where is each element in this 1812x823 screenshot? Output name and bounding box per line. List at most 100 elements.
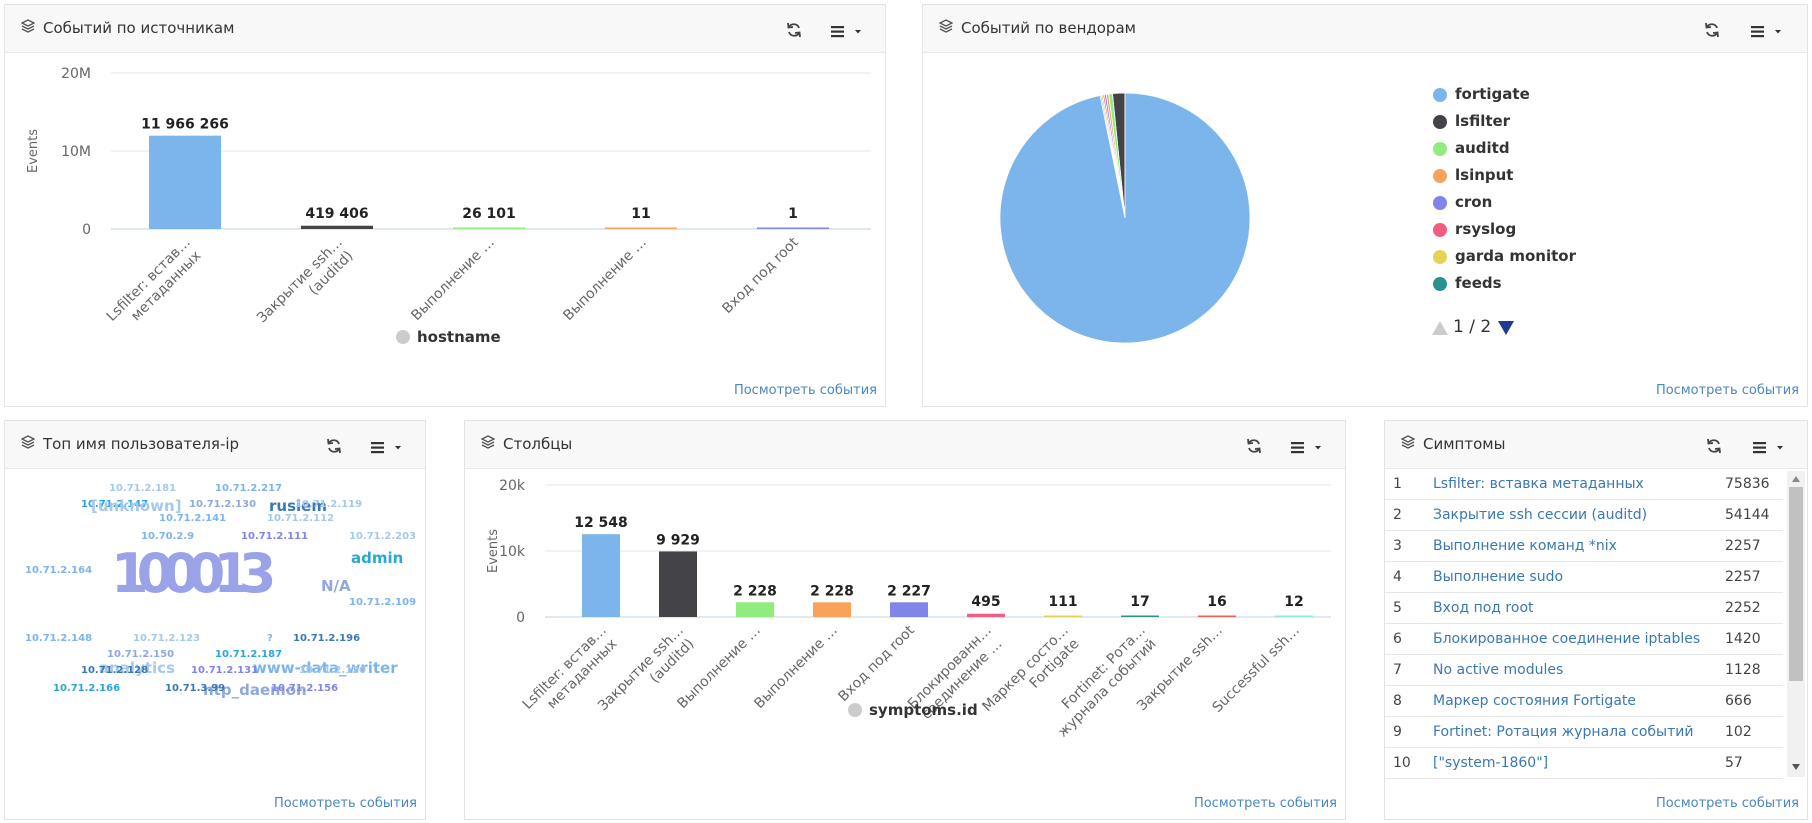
symptom-link[interactable]: Выполнение sudo: [1433, 569, 1564, 585]
cloud-word[interactable]: ntp_daemon: [203, 681, 307, 699]
legend-label[interactable]: hostname: [417, 328, 501, 346]
bar[interactable]: [890, 602, 928, 617]
scroll-down-icon[interactable]: [1791, 763, 1801, 771]
menu-dropdown-icon[interactable]: [831, 25, 861, 39]
bar[interactable]: [453, 227, 525, 230]
symptom-link[interactable]: ["system-1860"]: [1433, 755, 1549, 771]
symptom-link[interactable]: No active modules: [1433, 662, 1564, 678]
cloud-word[interactable]: 10.71.2.156: [271, 683, 339, 694]
refresh-icon[interactable]: [1703, 21, 1721, 39]
menu-dropdown-icon[interactable]: [1751, 25, 1781, 39]
view-events-link[interactable]: Посмотреть события: [1193, 796, 1337, 811]
refresh-icon[interactable]: [1705, 437, 1723, 455]
scroll-up-icon[interactable]: [1791, 475, 1801, 483]
cloud-word[interactable]: analytics: [99, 659, 175, 677]
legend-pager: 1 / 2: [1431, 317, 1551, 339]
cloud-word[interactable]: 10.71.2.147: [81, 499, 149, 510]
bar[interactable]: [301, 225, 373, 229]
cloud-word[interactable]: 10.71.2.120: [299, 665, 367, 676]
pie-slice[interactable]: [999, 92, 1251, 344]
x-tick-label-line: Выполнение …: [674, 623, 763, 712]
legend-marker[interactable]: [848, 703, 862, 717]
bar[interactable]: [1275, 615, 1313, 618]
cloud-word[interactable]: 10.71.2.130: [189, 499, 257, 510]
legend-marker[interactable]: [396, 330, 410, 344]
bar[interactable]: [149, 135, 221, 229]
menu-dropdown-icon[interactable]: [371, 441, 401, 455]
x-tick-label: Lsfilter: встав…метаданных: [104, 235, 205, 325]
x-tick-label: Выполнение …: [751, 623, 840, 712]
cloud-word[interactable]: N/A: [321, 577, 351, 595]
panel-symptoms: Симптомы 1 Lsfilter: вставка метаданных 75…: [1384, 420, 1808, 820]
symptom-link[interactable]: Выполнение команд *nix: [1433, 538, 1617, 554]
symptom-link[interactable]: Lsfilter: вставка метаданных: [1433, 476, 1644, 492]
bar[interactable]: [967, 613, 1005, 617]
symptom-table: 1 Lsfilter: вставка метаданных 75836 2 Закры…: [1385, 469, 1783, 779]
cloud-word[interactable]: 10.71.2.203: [349, 531, 417, 542]
legend-label[interactable]: symptoms.id: [869, 701, 978, 719]
refresh-icon[interactable]: [325, 437, 343, 455]
cloud-word[interactable]: ?: [267, 633, 273, 644]
cloud-word[interactable]: 10.71.2.109: [349, 597, 417, 608]
bar[interactable]: [1198, 615, 1236, 618]
view-events-link[interactable]: Посмотреть события: [733, 383, 877, 398]
view-events-link[interactable]: Посмотреть события: [1655, 796, 1799, 811]
symptom-link[interactable]: Fortinet: Ротация журнала событий: [1433, 724, 1694, 740]
scrollbar[interactable]: [1787, 471, 1805, 777]
cloud-word[interactable]: 10.71.2.119: [295, 499, 363, 510]
cloud-word[interactable]: 10.71.2.148: [25, 633, 93, 644]
cloud-word[interactable]: 10.71.2.150: [107, 649, 175, 660]
bar[interactable]: [582, 534, 620, 617]
cloud-word[interactable]: 10.71.2.112: [267, 513, 335, 524]
symptom-link[interactable]: Маркер состояния Fortigate: [1433, 693, 1636, 709]
scrollbar-thumb[interactable]: [1789, 487, 1803, 681]
cloud-word[interactable]: 10.71.3.99: [165, 683, 226, 694]
bar[interactable]: [1044, 615, 1082, 618]
bar[interactable]: [605, 227, 677, 230]
symptom-link[interactable]: Вход под root: [1433, 600, 1534, 616]
cloud-word[interactable]: 10.71.2.131: [191, 665, 259, 676]
refresh-icon[interactable]: [785, 21, 803, 39]
cloud-word[interactable]: 10.71.2.111: [241, 531, 309, 542]
cloud-word[interactable]: 10.71.2.128: [81, 665, 149, 676]
data-label: 16: [1207, 594, 1226, 610]
row-number: 9: [1393, 724, 1402, 740]
cloud-word[interactable]: 10.71.2.196: [293, 633, 361, 644]
symptom-count: 2252: [1725, 600, 1761, 616]
bar[interactable]: [813, 602, 851, 617]
refresh-icon[interactable]: [1245, 437, 1263, 455]
symptom-link[interactable]: Закрытие ssh сессии (auditd): [1433, 507, 1648, 523]
legend-label: lsinput: [1455, 166, 1514, 184]
cloud-word[interactable]: 10.71.2.181: [109, 483, 177, 494]
cloud-word[interactable]: [unknown]: [91, 497, 182, 515]
bar[interactable]: [736, 602, 774, 617]
menu-dropdown-icon[interactable]: [1291, 441, 1321, 455]
view-events-link[interactable]: Посмотреть события: [1655, 383, 1799, 398]
pager-up-icon[interactable]: [1431, 320, 1449, 336]
cloud-word[interactable]: admin: [351, 549, 404, 567]
x-tick-label: Закрытие ssh…(auditd): [254, 235, 356, 327]
cloud-word[interactable]: 10.71.2.187: [215, 649, 283, 660]
bar[interactable]: [659, 551, 697, 617]
data-label: 2 227: [887, 583, 931, 599]
row-number: 8: [1393, 693, 1402, 709]
row-number: 7: [1393, 662, 1402, 678]
cloud-word[interactable]: 10.71.2.166: [53, 683, 121, 694]
cloud-word[interactable]: www-data_writer: [253, 659, 398, 677]
symptom-link[interactable]: Блокированное соединение iptables: [1433, 631, 1701, 647]
bar[interactable]: [757, 227, 829, 230]
table-row: 4 Выполнение sudo 2257: [1385, 562, 1783, 593]
menu-dropdown-icon[interactable]: [1753, 441, 1783, 455]
cloud-word[interactable]: rusiem: [269, 497, 327, 515]
cloud-word[interactable]: 100013: [111, 542, 276, 605]
pager-down-icon[interactable]: [1497, 320, 1515, 336]
cloud-word[interactable]: 10.71.2.164: [25, 565, 93, 576]
table-row: 5 Вход под root 2252: [1385, 593, 1783, 624]
cloud-word[interactable]: 10.71.2.217: [215, 483, 283, 494]
layers-icon: [1401, 435, 1415, 449]
view-events-link[interactable]: Посмотреть события: [273, 796, 417, 811]
cloud-word[interactable]: 10.70.2.9: [141, 531, 195, 542]
cloud-word[interactable]: 10.71.2.141: [159, 513, 227, 524]
bar[interactable]: [1121, 615, 1159, 618]
cloud-word[interactable]: 10.71.2.123: [133, 633, 201, 644]
